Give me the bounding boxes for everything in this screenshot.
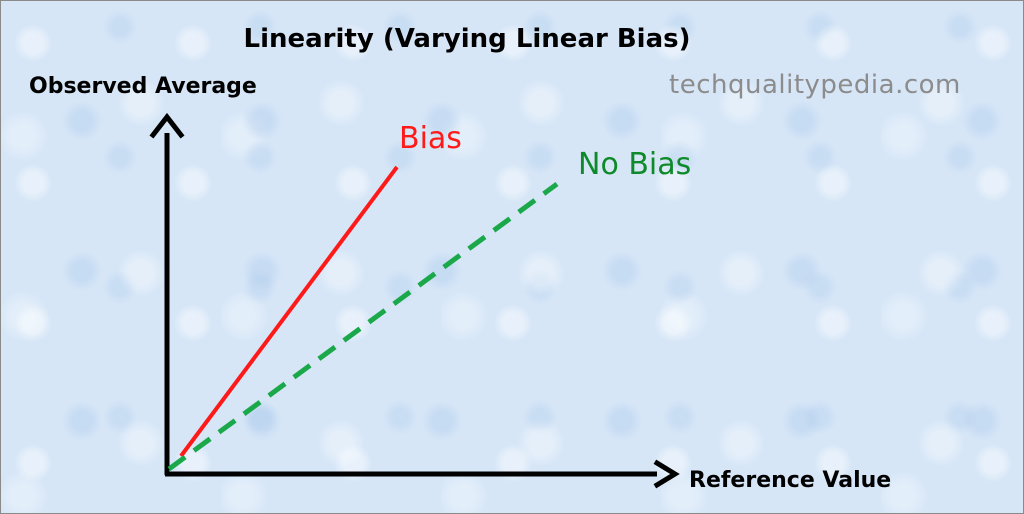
x-axis-arrow-icon: [653, 459, 680, 489]
y-axis-label: Observed Average: [29, 74, 257, 99]
watermark-text: techqualitypedia.com: [669, 70, 961, 100]
no-bias-label: No Bias: [578, 147, 691, 182]
diagram-title: Linearity (Varying Linear Bias): [244, 24, 691, 54]
bias-label: Bias: [399, 121, 462, 156]
bias-line: [179, 165, 399, 458]
no-bias-line: [167, 181, 559, 472]
x-axis-label: Reference Value: [689, 468, 891, 493]
y-axis-arrow-icon: [149, 112, 185, 139]
y-axis: [149, 112, 185, 475]
x-axis: [165, 459, 680, 489]
